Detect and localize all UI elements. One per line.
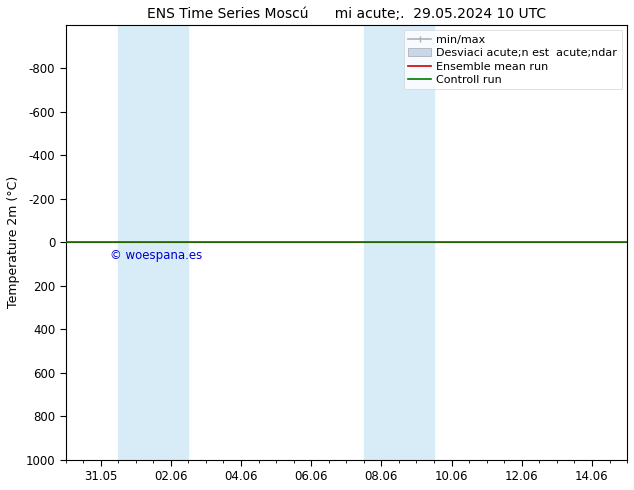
Bar	[364, 25, 434, 460]
Text: © woespana.es: © woespana.es	[110, 249, 203, 262]
Y-axis label: Temperature 2m (°C): Temperature 2m (°C)	[7, 176, 20, 308]
Title: ENS Time Series Moscú      mi acute;.  29.05.2024 10 UTC: ENS Time Series Moscú mi acute;. 29.05.2…	[146, 7, 546, 21]
Bar	[118, 25, 188, 460]
Legend: min/max, Desviaci acute;n est  acute;ndar, Ensemble mean run, Controll run: min/max, Desviaci acute;n est acute;ndar…	[404, 30, 621, 89]
